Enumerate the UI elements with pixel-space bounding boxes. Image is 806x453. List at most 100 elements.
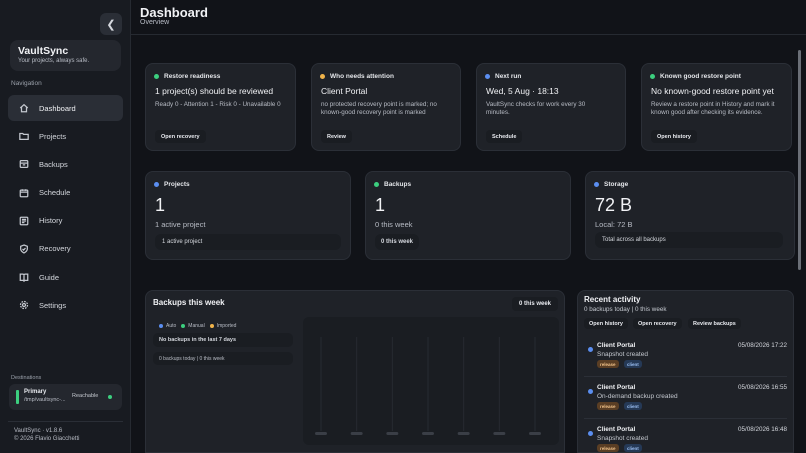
- card-text: no protected recovery point is marked; n…: [321, 101, 437, 116]
- sidebar-item-label: Backups: [39, 159, 68, 169]
- collapse-sidebar-button[interactable]: ❮: [100, 13, 122, 35]
- projects-stat-card: Projects 1 1 active project 1 active pro…: [145, 171, 351, 260]
- tag-client: client: [624, 402, 642, 410]
- sidebar-item-label: Settings: [39, 300, 67, 310]
- sidebar-item-label: Guide: [39, 272, 60, 282]
- sidebar-item-history[interactable]: History: [8, 208, 123, 234]
- destination-path: /tmp/vaultsync-...: [24, 397, 66, 403]
- home-icon: [18, 102, 30, 114]
- activity-time: 05/08/2026 16:48: [737, 426, 787, 433]
- legend-dot-icon: [181, 324, 186, 328]
- review-button[interactable]: Review: [321, 130, 352, 143]
- status-dot-icon: [594, 182, 599, 187]
- brand-name: VaultSync: [18, 45, 69, 57]
- brand-tagline: Your projects, always safe.: [18, 58, 90, 64]
- list-icon: [18, 215, 30, 227]
- sidebar-item-dashboard[interactable]: Dashboard: [8, 95, 123, 121]
- activity-description: Snapshot created: [597, 435, 648, 442]
- recent-activity-panel: Recent activity 0 backups today | 0 this…: [577, 290, 794, 453]
- chart-bar: [422, 432, 434, 435]
- section-title: Recent activity: [584, 295, 641, 304]
- activity-dot-icon: [588, 347, 593, 352]
- review-backups-button[interactable]: Review backups: [688, 318, 741, 329]
- legend-label: Imported: [216, 323, 237, 329]
- sidebar-item-guide[interactable]: Guide: [8, 264, 123, 290]
- gear-icon: [18, 299, 30, 311]
- activity-dot-icon: [588, 389, 593, 394]
- destinations-label: Destinations: [11, 375, 42, 381]
- sidebar-item-recovery[interactable]: Recovery: [8, 236, 123, 262]
- week-summary: 0 backups today | 0 this week: [153, 352, 293, 365]
- folder-icon: [18, 130, 30, 142]
- storage-subtext: Local: 72 B: [595, 220, 633, 229]
- empty-state-message: No backups in the last 7 days: [153, 333, 293, 347]
- sidebar-item-projects[interactable]: Projects: [8, 123, 123, 149]
- card-title: Wed, 5 Aug · 18:13: [486, 86, 559, 96]
- legend-item-auto: Auto: [159, 323, 176, 329]
- shield-icon: [18, 243, 30, 255]
- status-dot-icon: [320, 74, 325, 79]
- app-copyright: © 2026 Flavio Giacchetti: [14, 435, 80, 442]
- status-dot-icon: [154, 182, 159, 187]
- open-history-button[interactable]: Open history: [584, 318, 628, 329]
- legend-dot-icon: [209, 324, 214, 328]
- status-dot-icon: [154, 74, 159, 79]
- main-scrollbar[interactable]: [798, 50, 801, 270]
- status-dot-icon: [485, 74, 490, 79]
- card-text: Review a restore point in History and ma…: [651, 101, 775, 116]
- open-recovery-button[interactable]: Open recovery: [633, 318, 682, 329]
- activity-dot-icon: [588, 431, 593, 436]
- schedule-button[interactable]: Schedule: [486, 130, 523, 143]
- backups-count: 1: [375, 195, 386, 215]
- legend-item-manual: Manual: [181, 323, 205, 329]
- card-heading: Storage: [604, 181, 629, 188]
- chart-bar: [457, 432, 470, 435]
- card-title: No known-good restore point yet: [651, 86, 774, 96]
- known-good-card: Known good restore point No known-good r…: [641, 63, 792, 151]
- calendar-icon: [18, 187, 30, 199]
- activity-item[interactable]: Client Portal Snapshot created 05/08/202…: [584, 340, 787, 377]
- chart-bar: [529, 432, 541, 435]
- backups-week-badge: 0 this week: [375, 234, 419, 250]
- backups-chart: [303, 317, 559, 445]
- restore-readiness-card: Restore readiness 1 project(s) should be…: [145, 63, 296, 151]
- status-dot-icon: [650, 74, 655, 79]
- status-dot-icon: [108, 395, 112, 399]
- backups-this-week-panel: Backups this week 0 this week Auto Manua…: [145, 290, 565, 453]
- sidebar-item-schedule[interactable]: Schedule: [8, 180, 123, 206]
- card-heading: Who needs attention: [330, 73, 394, 80]
- activity-description: On-demand backup created: [597, 393, 678, 400]
- open-recovery-button[interactable]: Open recovery: [155, 130, 206, 143]
- needs-attention-card: Who needs attention Client Portal no pro…: [311, 63, 461, 151]
- sidebar-item-settings[interactable]: Settings: [8, 292, 123, 318]
- status-dot-icon: [374, 182, 379, 187]
- card-text: VaultSync checks for work every 30 minut…: [486, 101, 586, 116]
- sidebar-item-label: Recovery: [39, 244, 71, 254]
- chart-bar: [315, 432, 327, 435]
- legend-label: Manual: [188, 323, 205, 329]
- sidebar-item-label: Dashboard: [39, 103, 76, 113]
- sidebar-item-backups[interactable]: Backups: [8, 151, 123, 177]
- week-count-badge: 0 this week: [512, 297, 559, 311]
- app-footer: VaultSync · v1.8.6 © 2026 Flavio Giacche…: [14, 428, 79, 443]
- storage-total: 72 B: [595, 195, 633, 215]
- chart-bar: [386, 432, 399, 435]
- open-history-button[interactable]: Open history: [651, 130, 697, 143]
- activity-description: Snapshot created: [597, 351, 648, 358]
- projects-summary-bar: 1 active project: [155, 234, 341, 250]
- sidebar: ❮ VaultSync Your projects, always safe. …: [0, 0, 131, 453]
- legend-item-imported: Imported: [209, 323, 237, 329]
- tag-release: release: [597, 444, 619, 452]
- destination-card[interactable]: Primary /tmp/vaultsync-... Reachable: [9, 384, 122, 410]
- tag-client: client: [624, 444, 642, 452]
- projects-count: 1: [155, 195, 166, 215]
- activity-item[interactable]: Client Portal Snapshot created 05/08/202…: [584, 424, 787, 452]
- section-title: Backups this week: [153, 298, 225, 307]
- brand-card: VaultSync Your projects, always safe.: [10, 40, 121, 71]
- activity-item[interactable]: Client Portal On-demand backup created 0…: [584, 382, 787, 419]
- tag-release: release: [597, 402, 619, 410]
- sidebar-item-label: History: [39, 216, 63, 226]
- page-subtitle: Overview: [140, 19, 170, 26]
- legend-label: Auto: [166, 323, 177, 329]
- card-heading: Known good restore point: [660, 73, 741, 80]
